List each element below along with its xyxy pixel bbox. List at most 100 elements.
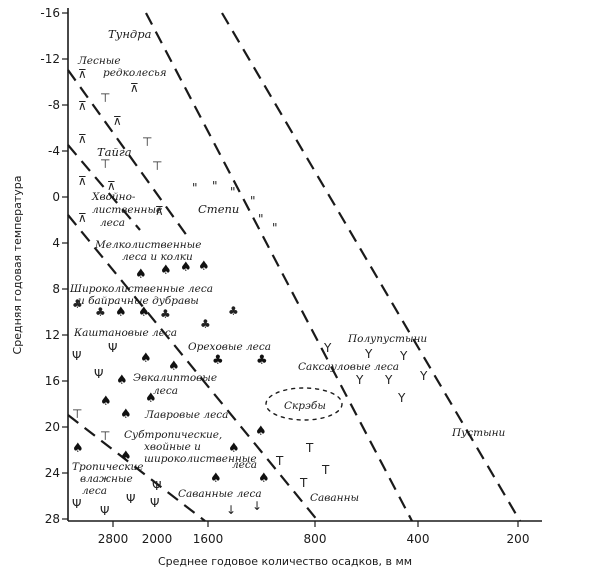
deciduous-icon: ♠	[198, 259, 210, 274]
palm-icon: Ψ	[94, 367, 103, 381]
y-tick-label: 28	[45, 512, 60, 526]
tropical-tree-icon: Ψ	[100, 504, 109, 518]
y-tick-label: -12	[40, 52, 60, 66]
label-subtropical-forest: хвойные и	[144, 441, 201, 453]
eucalyptus-icon: ♠	[140, 351, 152, 366]
subtropical-icon: ♠	[120, 449, 132, 464]
y-tick-label: 4	[52, 236, 60, 250]
oak-icon: ♣	[228, 304, 239, 318]
y-tick-labels: -16 -12 -8 -4 0 4 8 12 16 20 24 28	[40, 6, 60, 526]
label-smallleaf-forest: Мелколиственные	[94, 239, 201, 251]
label-eucalyptus-forest: Эвкалиптовые	[133, 372, 217, 384]
label-steppe: Степи	[198, 202, 239, 216]
label-forest-tundra: редколесья	[103, 67, 167, 79]
savanna-arrow-icon: ↓	[226, 503, 236, 517]
y-axis-title: Средняя годовая температура	[11, 176, 24, 355]
conifer-icon: ⊼	[78, 99, 87, 113]
x-tick-label: 800	[304, 532, 327, 546]
tropical-tree-icon: Ψ	[72, 497, 81, 511]
y-tick-marks	[62, 12, 68, 520]
y-tick-label: -4	[48, 144, 60, 158]
boundary-line	[221, 12, 521, 522]
eucalyptus-icon: ♠	[168, 359, 180, 374]
desert-shrub-icon: Y	[323, 341, 332, 355]
deciduous-icon: ♠	[138, 305, 150, 320]
oak-icon: ♣	[160, 307, 171, 321]
y-tick-label: 12	[45, 328, 60, 342]
label-tropical-forest: леса	[82, 485, 107, 497]
deciduous-icons: ♠ ♠ ♠ ♠ ♣ ♣ ♠ ♠ ♣ ♣ ♣ ♣ ♣	[72, 259, 268, 368]
oak-icon: ♣	[95, 305, 106, 319]
label-tropical-forest: влажные	[80, 473, 133, 485]
subtropical-icon: ♠	[228, 441, 240, 456]
subtropical-icon: ♠	[255, 424, 267, 439]
laurel-icon: ♠	[145, 391, 157, 406]
pine-icon: ⊤	[72, 407, 82, 421]
label-broadleaf-forest: Широколиственные леса	[69, 283, 213, 295]
subtropical-icon: ♠	[258, 471, 270, 486]
conifer-icon: ⊼	[78, 67, 87, 81]
label-subtropical-forest: широколиственные	[144, 453, 257, 465]
pine-icon: ⊤	[152, 159, 162, 173]
label-chestnut-forest: Каштановые леса	[73, 327, 177, 339]
y-tick-label: 24	[45, 466, 60, 480]
label-mixed-forest: Хвойно-	[91, 191, 136, 203]
grass-icon: "	[230, 185, 236, 199]
label-tropical-forest: Тропические	[72, 461, 143, 473]
pine-icon: ⊤	[142, 135, 152, 149]
y-tick-label: 0	[52, 190, 60, 204]
desert-shrub-icon: Y	[364, 347, 373, 361]
palm-icon: Ψ	[108, 341, 117, 355]
palm-icon: Ψ	[72, 349, 81, 363]
conifer-icon: ⊼	[155, 204, 164, 218]
y-tick-label: 20	[45, 420, 60, 434]
y-tick-label: 8	[52, 282, 60, 296]
x-tick-label: 200	[507, 532, 530, 546]
pine-icon: ⊤	[100, 157, 110, 171]
savanna-tree-icon: T	[275, 454, 284, 468]
pine-icon: ⊤	[100, 429, 110, 443]
label-mixed-forest: леса	[100, 217, 125, 229]
x-tick-label: 400	[407, 532, 430, 546]
label-forest-tundra: Лесные	[77, 55, 121, 67]
conifer-icons: ⊼ ⊼ ⊼ ⊼ ⊼ ⊼ ⊼ ⊼ ⊼	[78, 67, 164, 225]
pine-icon: ⊤	[100, 91, 110, 105]
conifer-icon: ⊼	[107, 179, 116, 193]
desert-shrub-icon: Y	[419, 369, 428, 383]
subtropical-icon: ♠	[72, 441, 84, 456]
label-subtropical-forest: леса	[232, 459, 257, 471]
boundary-line	[67, 214, 319, 522]
scrub-outline	[265, 387, 343, 421]
x-tick-marks	[112, 521, 519, 527]
desert-shrub-icon: Y	[399, 349, 408, 363]
label-desert: Пустыни	[451, 427, 506, 439]
desert-shrub-icon: Y	[355, 373, 364, 387]
tropical-tree-icon: Ψ	[126, 492, 135, 506]
subtropical-icon: ♠	[210, 471, 222, 486]
label-semidesert: Полупустыни	[347, 333, 427, 345]
grass-icon: "	[258, 212, 264, 226]
label-smallleaf-forest: леса и колки	[122, 251, 193, 263]
x-tick-label: 1600	[193, 532, 224, 546]
grass-icon: "	[212, 179, 218, 193]
conifer-icon: ⊼	[130, 81, 139, 95]
label-scrub: Скрэбы	[284, 400, 326, 412]
conifer-icon: ⊼	[78, 174, 87, 188]
label-eucalyptus-forest: леса	[153, 385, 178, 397]
label-savanna-forest: Саванные леса	[178, 488, 262, 500]
tropical-tree-icon: Ψ	[152, 479, 161, 493]
pine-icons: ⊤ ⊤ ⊤ ⊤ ⊤ ⊤	[72, 91, 162, 443]
boundary-line	[67, 69, 191, 241]
grass-icon: "	[272, 221, 278, 235]
savanna-icons: T T T T ↓ ↓	[226, 441, 330, 517]
label-broadleaf-forest: и байрачные дубравы	[78, 295, 199, 307]
boundary-line	[145, 12, 413, 522]
boundary-line	[67, 144, 141, 231]
grass-icon: "	[192, 181, 198, 195]
tropical-tree-icon: Ψ	[150, 496, 159, 510]
savanna-tree-icon: T	[321, 463, 330, 477]
grass-icon: "	[250, 194, 256, 208]
walnut-icon: ♣	[212, 353, 224, 368]
tropical-icons: Ψ Ψ Ψ Ψ Ψ	[72, 479, 161, 518]
